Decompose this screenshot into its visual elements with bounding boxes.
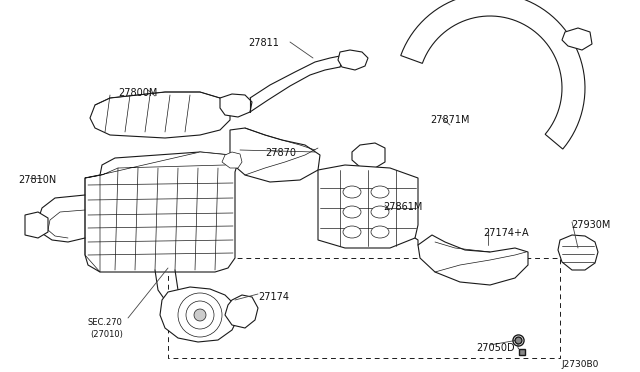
- Ellipse shape: [371, 226, 389, 238]
- Text: 27930M: 27930M: [571, 220, 611, 230]
- Text: 27870: 27870: [265, 148, 296, 158]
- Text: 27811: 27811: [248, 38, 279, 48]
- Ellipse shape: [343, 226, 361, 238]
- Text: 27871M: 27871M: [430, 115, 470, 125]
- Ellipse shape: [343, 186, 361, 198]
- Polygon shape: [562, 28, 592, 50]
- Text: (27010): (27010): [90, 330, 123, 339]
- Polygon shape: [25, 212, 48, 238]
- Text: 27174+A: 27174+A: [483, 228, 529, 238]
- Text: J2730B0: J2730B0: [561, 360, 598, 369]
- Polygon shape: [220, 94, 252, 117]
- Polygon shape: [338, 50, 368, 70]
- Circle shape: [194, 309, 206, 321]
- Polygon shape: [318, 165, 418, 248]
- Text: 27174: 27174: [258, 292, 289, 302]
- Polygon shape: [352, 143, 385, 168]
- Polygon shape: [225, 295, 258, 328]
- Polygon shape: [85, 152, 238, 272]
- Polygon shape: [558, 235, 598, 270]
- Polygon shape: [418, 235, 528, 285]
- Ellipse shape: [343, 206, 361, 218]
- Polygon shape: [90, 92, 230, 138]
- Text: 27800M: 27800M: [118, 88, 157, 98]
- Text: 27861M: 27861M: [383, 202, 422, 212]
- Polygon shape: [230, 128, 320, 182]
- Ellipse shape: [371, 186, 389, 198]
- Ellipse shape: [371, 206, 389, 218]
- Polygon shape: [222, 152, 242, 168]
- Polygon shape: [160, 287, 238, 342]
- Polygon shape: [401, 0, 585, 149]
- Polygon shape: [85, 152, 238, 178]
- Text: 27810N: 27810N: [18, 175, 56, 185]
- Text: 27050D: 27050D: [476, 343, 515, 353]
- Text: SEC.270: SEC.270: [88, 318, 123, 327]
